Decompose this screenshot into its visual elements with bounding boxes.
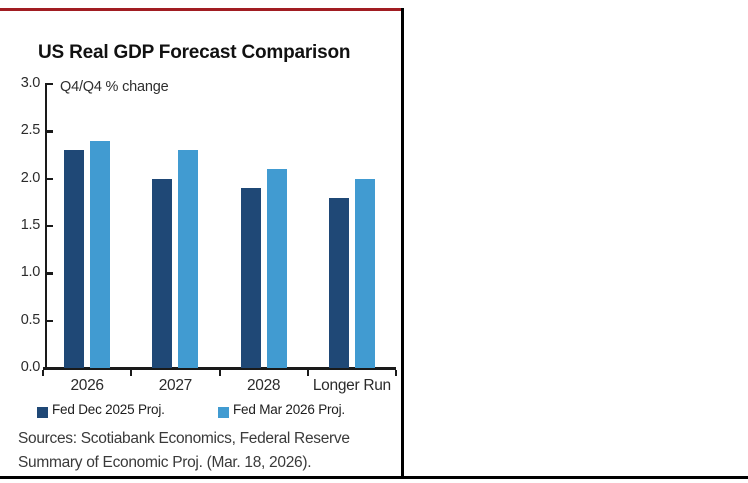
y-tick-label-3.0: 3.0: [20, 75, 41, 91]
bar-fed-mar-2026-proj-2028: [266, 169, 287, 368]
bottom-rule: [0, 476, 748, 479]
legend-label-fed-mar-2026-proj: Fed Mar 2026 Proj.: [233, 402, 345, 417]
legend-label-fed-dec-2025-proj: Fed Dec 2025 Proj.: [52, 402, 165, 417]
x-axis-line: [43, 367, 396, 370]
y-tick-label-2.5: 2.5: [20, 122, 41, 139]
bar-fed-dec-2025-proj-2027: [152, 178, 173, 368]
x-label-2027: 2027: [158, 377, 193, 394]
bar-fed-mar-2026-proj-longer-run: [354, 178, 375, 368]
x-tick-3: [306, 370, 309, 376]
sources-line-1: Sources: Scotiabank Economics, Federal R…: [18, 430, 350, 447]
sources-note: Sources: Scotiabank Economics, Federal R…: [18, 427, 400, 475]
y-tick-label-1.0: 1.0: [20, 264, 41, 281]
y-tick-label-0.5: 0.5: [20, 311, 41, 328]
x-label-longer-run: Longer Run: [312, 377, 391, 394]
y-tick-label-0.0: 0.0: [20, 359, 41, 375]
chart-title: US Real GDP Forecast Comparison: [38, 42, 351, 63]
x-label-2026: 2026: [70, 377, 104, 394]
bar-fed-dec-2025-proj-2028: [240, 188, 261, 368]
chart-subtitle: Q4/Q4 % change: [60, 79, 169, 95]
y-tick-0.5: [45, 319, 53, 322]
y-tick-2.0: [45, 177, 53, 180]
sources-line-2: Summary of Economic Proj. (Mar. 18, 2026…: [18, 454, 312, 471]
y-tick-label-2.0: 2.0: [20, 169, 41, 186]
x-tick-4: [395, 370, 398, 376]
top-red-rule: [0, 8, 404, 11]
y-tick-1.5: [45, 225, 53, 228]
y-tick-3.0: [45, 83, 53, 86]
column-divider-line: [401, 8, 404, 476]
legend-swatch-fed-mar-2026-proj: [218, 407, 229, 418]
bar-fed-mar-2026-proj-2026: [90, 140, 111, 368]
bar-fed-mar-2026-proj-2027: [178, 150, 199, 368]
x-tick-2: [218, 370, 221, 376]
y-tick-1.0: [45, 272, 53, 275]
y-tick-2.5: [45, 130, 53, 133]
y-tick-label-1.5: 1.5: [20, 217, 41, 233]
x-tick-0: [42, 370, 45, 376]
bar-fed-dec-2025-proj-longer-run: [328, 197, 349, 368]
bar-fed-dec-2025-proj-2026: [64, 150, 85, 368]
x-tick-1: [130, 370, 133, 376]
legend-swatch-fed-dec-2025-proj: [37, 407, 48, 418]
x-label-2028: 2028: [246, 377, 281, 394]
